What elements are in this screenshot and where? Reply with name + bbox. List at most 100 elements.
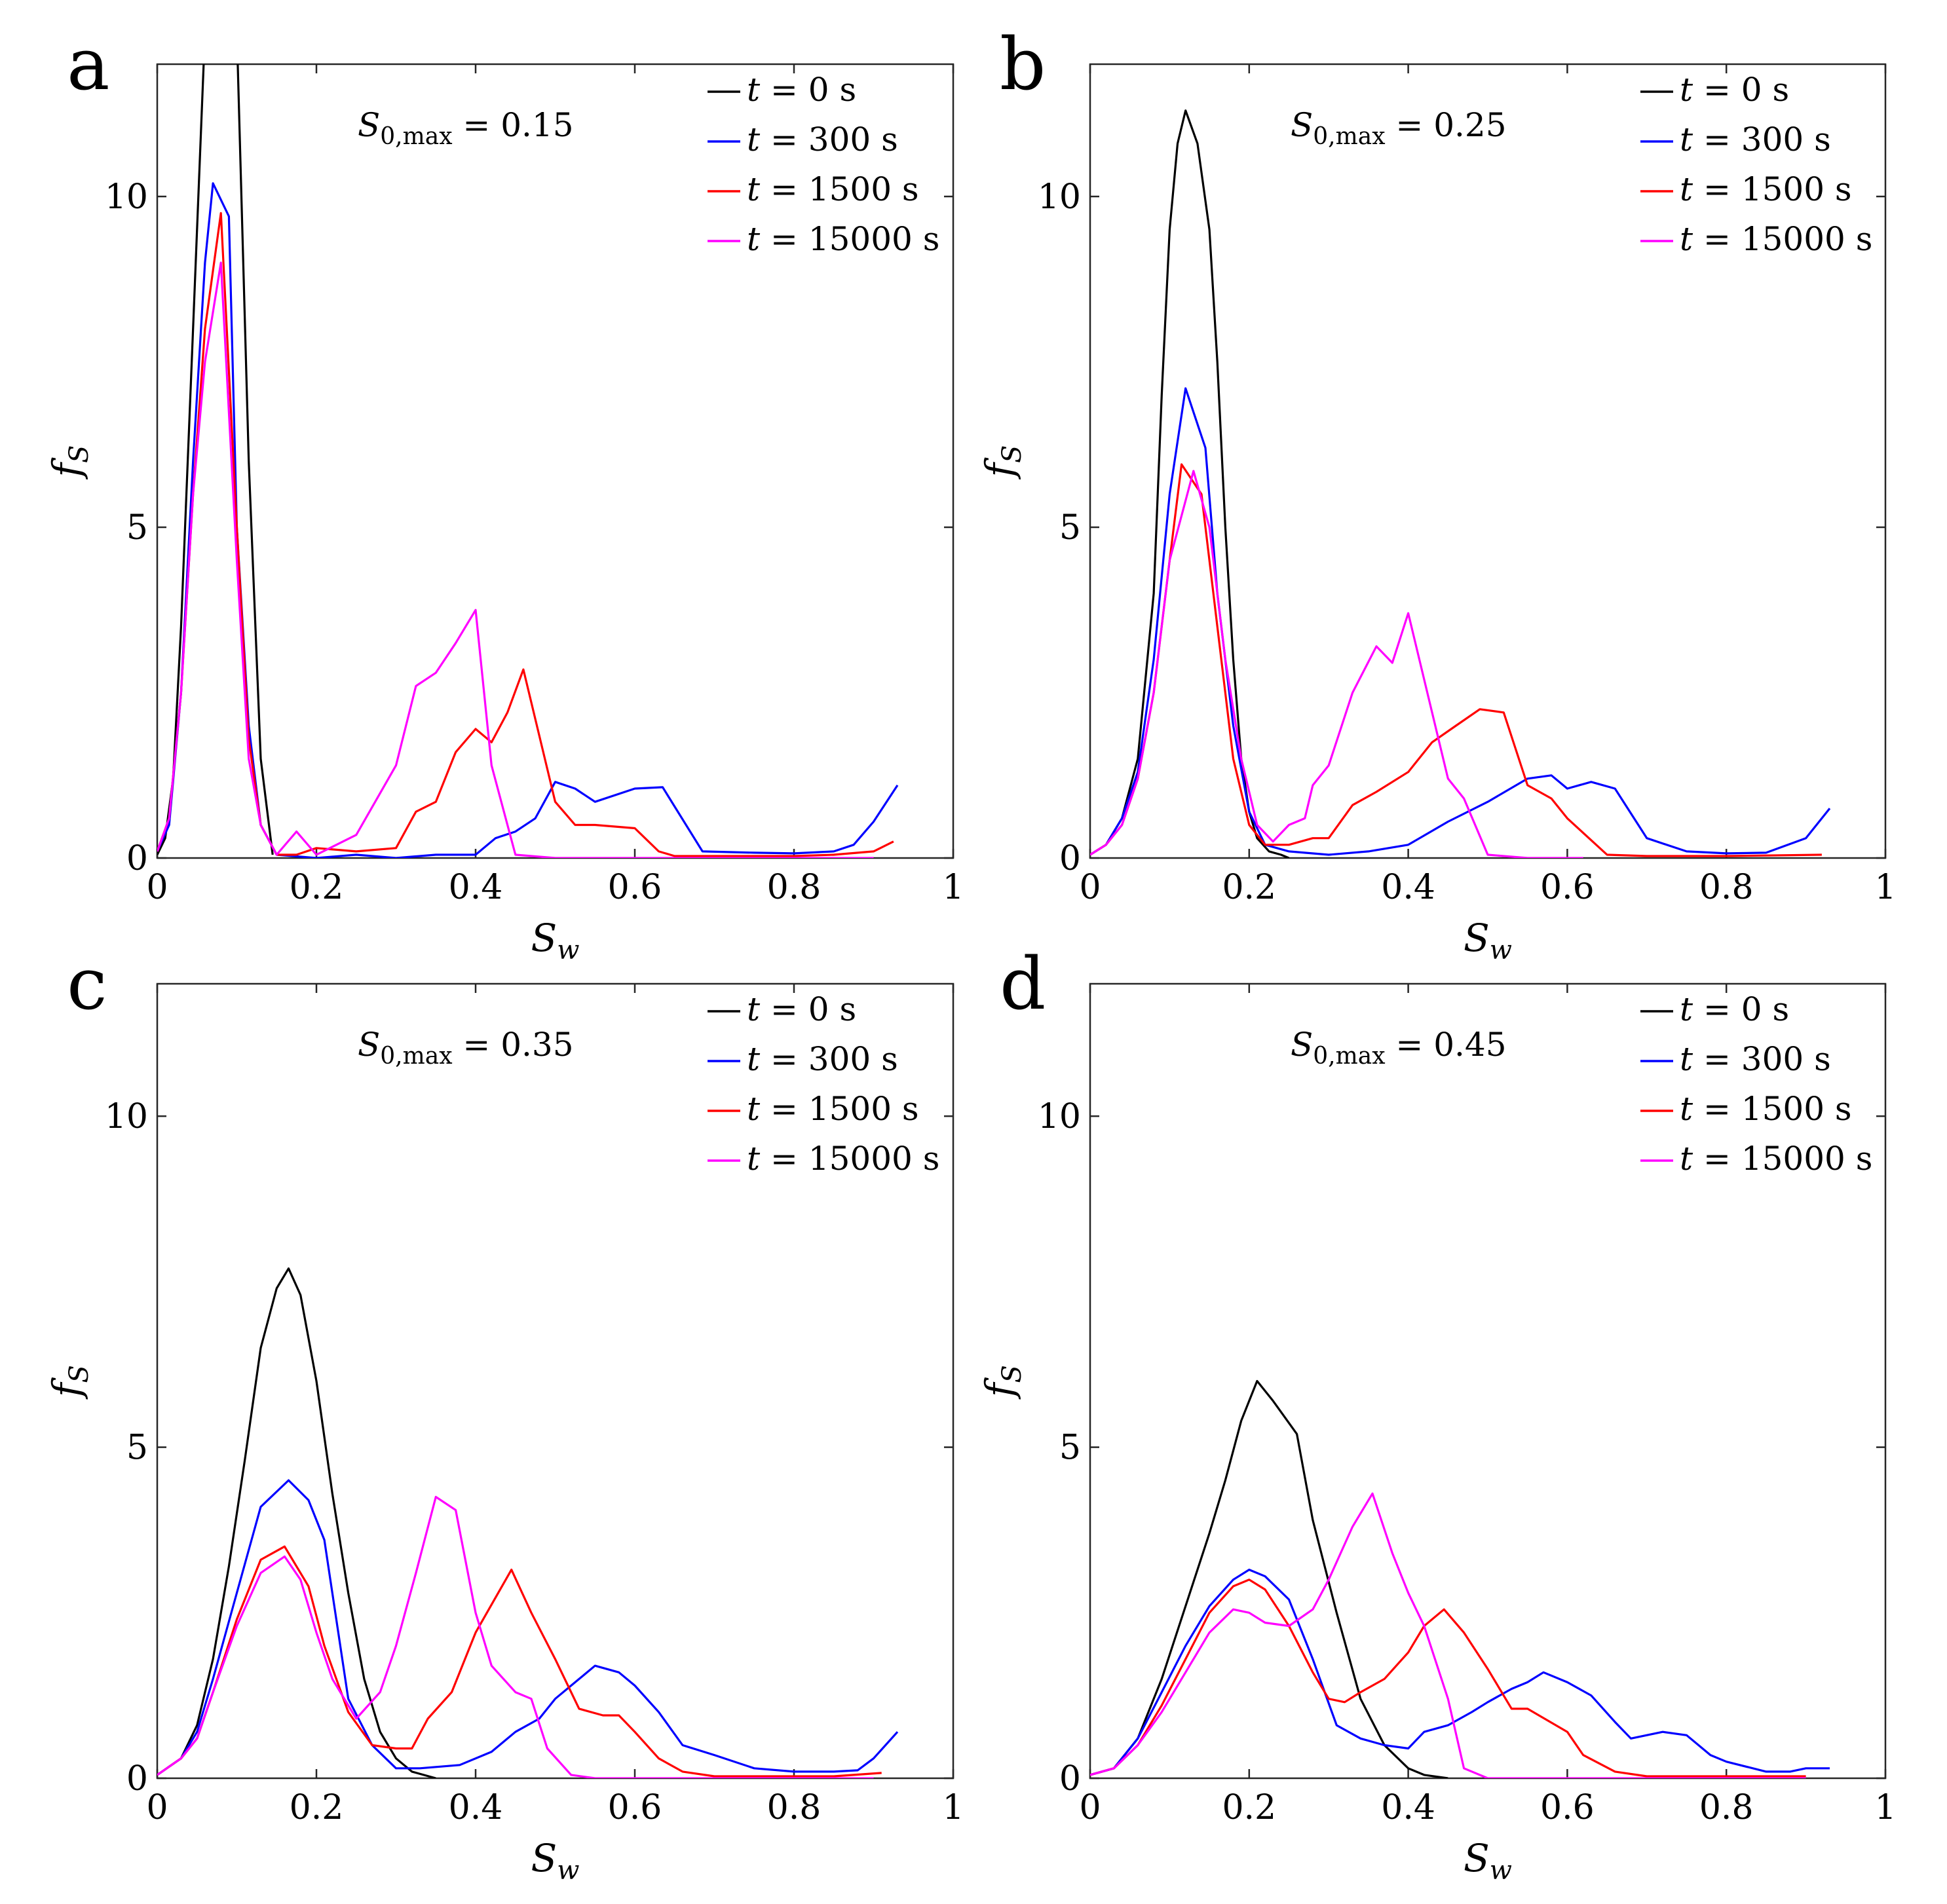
x-tick-label: 0.2	[1222, 1788, 1276, 1827]
x-tick-label: 0	[146, 868, 168, 907]
x-axis-label: Sw	[531, 1836, 580, 1886]
annotation-symbol: S	[358, 106, 380, 144]
legend-value: = 1500	[760, 170, 902, 208]
legend-var: t	[1680, 1140, 1693, 1178]
legend-entry: t = 0 s	[747, 71, 856, 109]
annotation-subscript: 0,max	[380, 1043, 452, 1070]
x-tick-label: 0.4	[1381, 868, 1435, 907]
legend-var: t	[747, 170, 761, 208]
legend: t = 0 st = 300 st = 1500 st = 15000 s	[708, 990, 939, 1178]
legend-var: t	[747, 121, 761, 159]
panel-annotation: S0,max = 0.15	[358, 106, 574, 150]
y-axis-label-subscript: S	[64, 445, 94, 463]
x-tick-label: 0.4	[449, 1788, 503, 1827]
legend-entry: t = 15000 s	[747, 1140, 939, 1178]
annotation-subscript: 0,max	[1313, 123, 1385, 150]
legend-var: t	[1680, 990, 1693, 1028]
x-tick-label: 1	[1874, 868, 1896, 907]
x-tick-label: 0.8	[1699, 868, 1754, 907]
y-tick-label: 0	[126, 839, 148, 878]
legend: t = 0 st = 300 st = 1500 st = 15000 s	[1640, 990, 1872, 1178]
y-tick-label: 0	[126, 1759, 148, 1799]
legend-entry: t = 0 s	[1680, 71, 1789, 109]
y-axis-label: fS	[45, 1365, 94, 1400]
legend-value: = 0	[760, 71, 839, 109]
series-line-2	[157, 182, 899, 858]
panel-letter: a	[67, 22, 110, 106]
x-axis-label-symbol: S	[1464, 916, 1490, 960]
legend-entry: t = 0 s	[747, 990, 856, 1028]
annotation-value: = 0.25	[1386, 106, 1507, 144]
panel-annotation: S0,max = 0.35	[358, 1026, 574, 1070]
x-axis-label-symbol: S	[531, 916, 558, 960]
y-tick-label: 10	[105, 177, 148, 217]
panel-annotation: S0,max = 0.25	[1291, 106, 1507, 150]
legend-var: t	[1680, 1040, 1693, 1078]
x-axis-label: Sw	[1464, 1836, 1512, 1886]
series-line-2	[157, 1479, 899, 1776]
series-line-4	[1090, 1492, 1806, 1778]
legend-unit: s	[1814, 1040, 1831, 1078]
legend-var: t	[1680, 121, 1693, 159]
series-group	[157, 1267, 899, 1778]
series-line-3	[157, 1545, 882, 1778]
legend-value: = 15000	[760, 1140, 923, 1178]
legend-unit: s	[1772, 71, 1789, 109]
legend-unit: s	[923, 1140, 940, 1178]
x-axis-label: Sw	[1464, 916, 1512, 965]
series-group	[1090, 109, 1831, 858]
x-tick-label: 0.2	[290, 1788, 344, 1827]
series-line-3	[1090, 463, 1822, 857]
annotation-subscript: 0,max	[380, 123, 452, 150]
series-line-1	[157, 64, 274, 855]
legend-entry: t = 300 s	[747, 121, 898, 159]
legend-value: = 1500	[760, 1090, 902, 1128]
y-tick-label: 10	[1038, 1097, 1081, 1136]
legend-entry: t = 15000 s	[1680, 1140, 1872, 1178]
x-tick-label: 0	[146, 1788, 168, 1827]
series-line-4	[1090, 470, 1583, 858]
y-tick-label: 10	[105, 1097, 148, 1136]
legend-unit: s	[902, 1090, 919, 1128]
series-line-3	[157, 212, 894, 857]
y-tick-label: 5	[1059, 508, 1081, 548]
legend-entry: t = 300 s	[747, 1040, 898, 1078]
x-axis-label-subscript: w	[1490, 935, 1512, 965]
legend-unit: s	[839, 71, 856, 109]
legend-unit: s	[839, 990, 856, 1028]
y-tick-label: 0	[1059, 839, 1081, 878]
annotation-value: = 0.45	[1386, 1026, 1507, 1064]
legend-entry: t = 1500 s	[747, 170, 919, 208]
x-tick-label: 0.8	[767, 868, 822, 907]
x-tick-label: 0.2	[1222, 868, 1276, 907]
legend-value: = 300	[760, 121, 881, 159]
legend-var: t	[747, 1040, 761, 1078]
legend-value: = 1500	[1693, 1090, 1835, 1128]
annotation-symbol: S	[1291, 1026, 1313, 1064]
series-group	[1090, 1379, 1830, 1778]
legend-unit: s	[1772, 990, 1789, 1028]
x-axis-label-subscript: w	[1490, 1856, 1512, 1886]
x-tick-label: 0.6	[608, 1788, 662, 1827]
x-tick-label: 0.8	[767, 1788, 822, 1827]
x-tick-label: 0.8	[1699, 1788, 1754, 1827]
legend-var: t	[747, 1140, 761, 1178]
x-tick-label: 0	[1079, 1788, 1101, 1827]
x-axis-label: Sw	[531, 916, 580, 965]
legend-unit: s	[1814, 121, 1831, 159]
legend-unit: s	[1835, 170, 1852, 208]
legend-var: t	[1680, 1090, 1693, 1128]
x-axis-label-subscript: w	[557, 1856, 579, 1886]
x-axis-label-symbol: S	[531, 1836, 558, 1880]
x-axis-label-subscript: w	[557, 935, 579, 965]
x-tick-label: 1	[1874, 1788, 1896, 1827]
y-axis-label-subscript: S	[997, 445, 1027, 463]
y-axis-label: fS	[977, 445, 1027, 480]
panel-annotation: S0,max = 0.45	[1291, 1026, 1507, 1070]
legend-value: = 15000	[1693, 220, 1856, 258]
y-tick-label: 5	[1059, 1428, 1081, 1468]
legend-value: = 1500	[1693, 170, 1835, 208]
legend: t = 0 st = 300 st = 1500 st = 15000 s	[708, 71, 939, 258]
